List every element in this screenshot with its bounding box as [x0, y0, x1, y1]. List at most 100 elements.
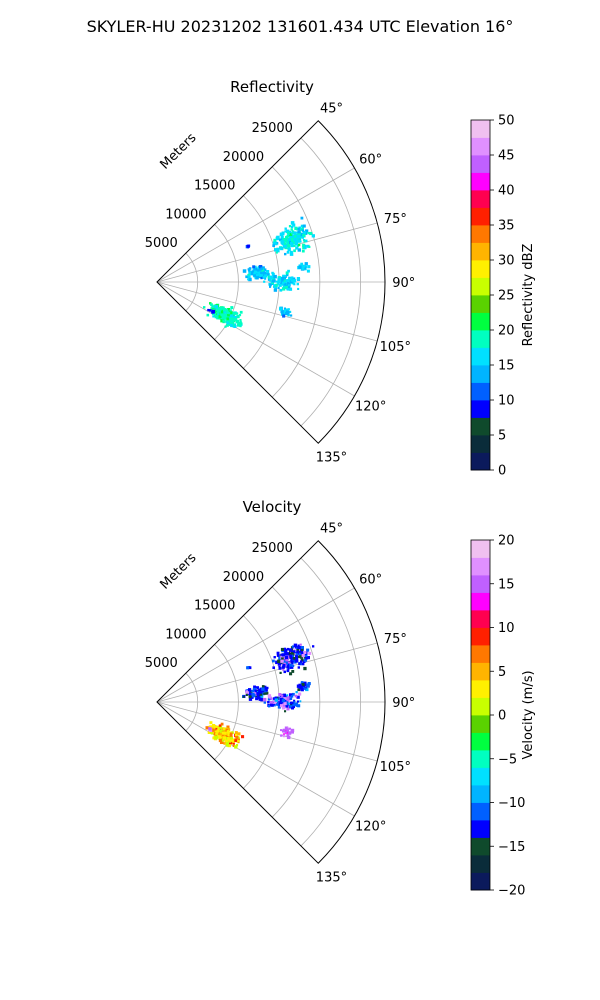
echo-gate [301, 683, 305, 687]
echo-gate [227, 735, 231, 739]
echo-gate [301, 266, 305, 270]
colorbar: 0 5 10 15 20 25 30 35 40 45 50 Reflectivity dBZ [470, 114, 536, 479]
echo-gate [288, 648, 293, 652]
echo-gate [300, 224, 304, 228]
echo-gate [309, 231, 313, 236]
theta-gridline [156, 701, 378, 762]
echo-gate [282, 668, 285, 671]
colorbar-tick-label: 10 [498, 621, 515, 636]
echo-gate [280, 235, 284, 240]
echo-gate [293, 702, 297, 707]
echo-gate [261, 685, 265, 688]
echo-gate [219, 732, 222, 735]
echo-gate [250, 696, 253, 699]
echo-gate [249, 689, 253, 693]
echo-gate [291, 662, 294, 665]
colorbar-swatch [471, 312, 490, 331]
colorbar-swatch [471, 575, 490, 593]
echo-gate [291, 225, 294, 229]
echo-gate [205, 726, 209, 730]
echo-gate [226, 737, 231, 742]
echo-gate [284, 710, 287, 713]
echo-gate [286, 665, 290, 669]
echo-gate [279, 288, 283, 292]
echo-gate [287, 238, 291, 241]
echo-gate [305, 657, 308, 660]
echo-gate [304, 231, 307, 234]
colorbar-swatch [471, 260, 490, 278]
colorbar-tick-label: 10 [498, 394, 515, 409]
colorbar-swatch [471, 557, 490, 576]
echo-gate [208, 727, 212, 731]
echo-gate [256, 696, 260, 700]
theta-gridline [156, 222, 378, 283]
colorbar-tick-label: −15 [498, 840, 525, 855]
echo-gate [293, 249, 296, 253]
echo-gate [225, 742, 229, 746]
echo-gate [223, 310, 227, 314]
echo-gate [263, 701, 266, 704]
echo-gate [283, 283, 287, 286]
colorbar-swatch [471, 592, 490, 611]
echo-gate [296, 650, 299, 654]
theta-tick-label: 45° [320, 102, 343, 117]
echo-gate [301, 229, 304, 232]
echo-gate [297, 227, 300, 231]
echo-gate [285, 273, 289, 277]
r-tick-label: 10000 [165, 207, 206, 222]
echo-gate [280, 655, 284, 659]
echo-gate [225, 735, 228, 738]
echo-gate [218, 735, 222, 739]
colorbar-tick-label: 15 [498, 577, 515, 592]
echo-gate [294, 231, 297, 234]
echo-gate [285, 280, 289, 283]
echo-gate [255, 686, 259, 690]
echo-gate [295, 691, 298, 694]
echo-gate [283, 279, 287, 282]
echo-gate [311, 234, 315, 238]
echo-gate [287, 661, 291, 665]
echo-gate [212, 736, 216, 740]
echo-gate [207, 308, 210, 312]
echo-gate [231, 321, 235, 325]
echo-gate [248, 270, 251, 274]
echo-gate [296, 235, 299, 239]
panel-reflectivity: Reflectivity45°60°75°90°105°120°135°5000… [145, 78, 536, 479]
echo-gate [210, 725, 213, 728]
colorbar-swatch [471, 855, 490, 873]
echo-gate [304, 239, 308, 243]
echo-gate [221, 313, 225, 317]
echo-gate [218, 315, 222, 319]
echo-gate [286, 729, 290, 732]
echo-gate [237, 736, 240, 739]
echo-gate [277, 286, 280, 289]
echo-gate [290, 701, 293, 705]
echo-gate [293, 283, 296, 286]
echo-gate [267, 694, 272, 698]
echo-gate [228, 316, 231, 319]
echo-gate [298, 652, 302, 656]
echo-gate [297, 644, 300, 647]
echo-gate [235, 744, 239, 747]
echo-gate [229, 309, 232, 312]
echo-gate [285, 658, 289, 662]
echo-gate [286, 308, 289, 312]
echo-gate [230, 324, 234, 328]
echo-gate [215, 725, 219, 730]
echo-gate [211, 305, 215, 309]
colorbar-swatch [471, 785, 490, 803]
echo-gate [297, 704, 301, 708]
echo-gate [299, 646, 303, 650]
echo-gate [259, 274, 262, 277]
echo-gate [292, 692, 295, 696]
colorbar-tick-label: 20 [498, 534, 515, 549]
echo-gate [284, 309, 288, 313]
echo-gate [291, 707, 294, 710]
echo-gate [293, 241, 296, 244]
echo-gate [275, 660, 279, 665]
theta-tick-label: 75° [384, 632, 407, 647]
echo-gate [277, 282, 280, 285]
theta-tick-label: 60° [359, 573, 382, 588]
echo-gate [232, 740, 236, 743]
r-tick-label: 10000 [165, 627, 206, 642]
